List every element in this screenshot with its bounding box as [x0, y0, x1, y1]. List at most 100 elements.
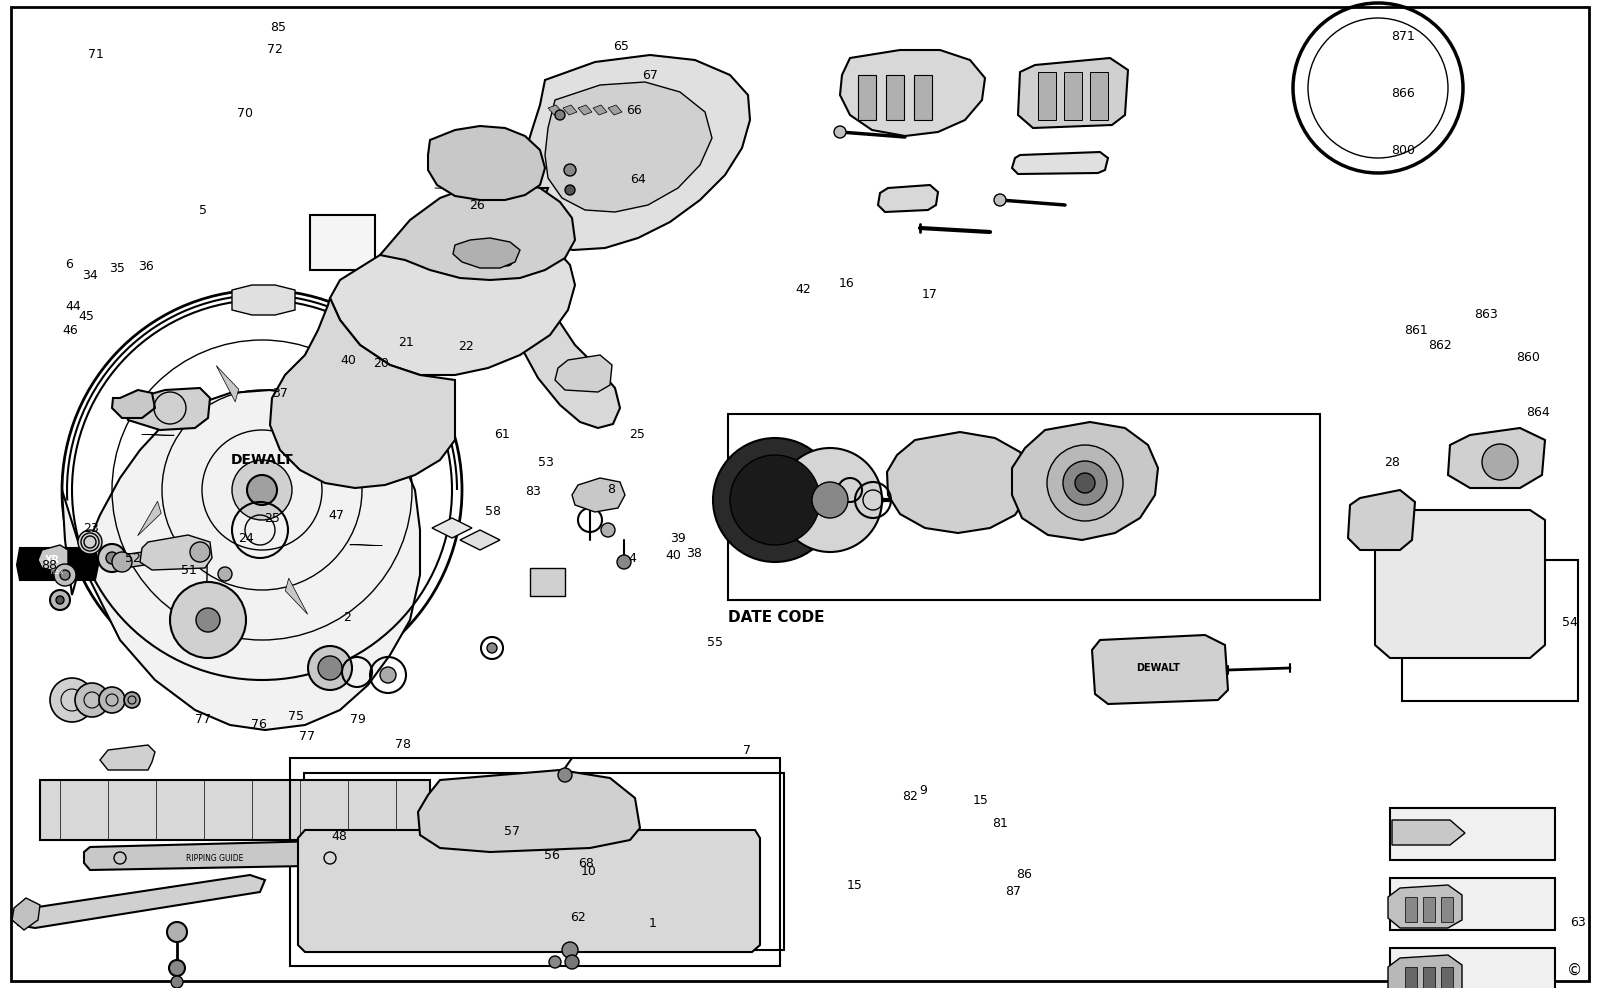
Polygon shape — [1392, 820, 1466, 845]
Polygon shape — [125, 388, 210, 430]
Text: 56: 56 — [544, 849, 560, 863]
Text: DEWALT: DEWALT — [230, 453, 293, 467]
Text: DATE CODE: DATE CODE — [728, 610, 824, 625]
Polygon shape — [13, 898, 40, 930]
Text: 860: 860 — [1517, 351, 1539, 365]
Ellipse shape — [994, 194, 1006, 206]
Ellipse shape — [778, 448, 882, 552]
Polygon shape — [1374, 510, 1546, 658]
Ellipse shape — [558, 768, 573, 782]
Polygon shape — [350, 544, 382, 545]
Text: 866: 866 — [1392, 87, 1414, 101]
Ellipse shape — [565, 955, 579, 969]
Text: 83: 83 — [525, 484, 541, 498]
Ellipse shape — [565, 185, 574, 195]
Text: 862: 862 — [1429, 339, 1451, 353]
Polygon shape — [461, 530, 499, 550]
Text: 7: 7 — [742, 744, 752, 758]
Text: 4: 4 — [629, 551, 635, 565]
Polygon shape — [112, 390, 155, 418]
Text: 40: 40 — [341, 354, 357, 368]
Ellipse shape — [50, 590, 70, 610]
Ellipse shape — [195, 608, 221, 632]
Text: 85: 85 — [270, 21, 286, 35]
Ellipse shape — [170, 960, 186, 976]
Text: FLEX: FLEX — [50, 569, 64, 574]
Bar — [1442, 967, 1453, 988]
Polygon shape — [1448, 428, 1546, 488]
Ellipse shape — [99, 687, 125, 713]
Text: 871: 871 — [1392, 30, 1414, 43]
Text: 34: 34 — [82, 269, 98, 283]
Ellipse shape — [1075, 473, 1094, 493]
Text: 863: 863 — [1475, 307, 1498, 321]
Text: 8: 8 — [608, 482, 616, 496]
Text: 22: 22 — [458, 340, 474, 354]
Polygon shape — [546, 82, 712, 212]
Ellipse shape — [1046, 445, 1123, 521]
Ellipse shape — [232, 460, 291, 520]
Text: 77: 77 — [299, 729, 315, 743]
Polygon shape — [363, 445, 386, 479]
Text: 53: 53 — [538, 455, 554, 469]
Ellipse shape — [61, 570, 70, 580]
Bar — [1422, 967, 1435, 988]
Ellipse shape — [106, 552, 118, 564]
Ellipse shape — [602, 523, 614, 537]
Polygon shape — [1091, 635, 1229, 704]
Text: 72: 72 — [267, 42, 283, 56]
Polygon shape — [878, 185, 938, 212]
Text: 38: 38 — [686, 546, 702, 560]
Polygon shape — [506, 188, 621, 428]
Text: 63: 63 — [1570, 916, 1586, 930]
Text: 15: 15 — [973, 793, 989, 807]
Text: 15: 15 — [846, 878, 862, 892]
Text: 81: 81 — [992, 816, 1008, 830]
Text: 26: 26 — [469, 199, 485, 212]
Text: 61: 61 — [494, 428, 510, 442]
Text: 65: 65 — [613, 40, 629, 53]
Polygon shape — [270, 298, 454, 488]
Text: 25: 25 — [264, 512, 280, 526]
Ellipse shape — [563, 164, 576, 176]
Ellipse shape — [486, 643, 498, 653]
Text: ©: © — [1566, 962, 1582, 978]
Polygon shape — [840, 50, 986, 136]
Text: 78: 78 — [395, 738, 411, 752]
Bar — [1038, 72, 1056, 120]
Text: 82: 82 — [902, 789, 918, 803]
Polygon shape — [429, 126, 546, 200]
Text: 24: 24 — [238, 532, 254, 545]
Bar — [530, 568, 565, 596]
Ellipse shape — [54, 564, 77, 586]
Polygon shape — [285, 578, 307, 615]
Text: 800: 800 — [1392, 143, 1416, 157]
Polygon shape — [886, 432, 1030, 533]
Text: 861: 861 — [1405, 324, 1427, 338]
Ellipse shape — [618, 555, 630, 569]
Polygon shape — [141, 535, 211, 570]
Text: 46: 46 — [62, 324, 78, 338]
Text: 64: 64 — [630, 173, 646, 187]
Bar — [728, 414, 1320, 600]
Ellipse shape — [318, 656, 342, 680]
Ellipse shape — [56, 596, 64, 604]
Bar — [1090, 72, 1107, 120]
Ellipse shape — [730, 455, 819, 545]
Ellipse shape — [218, 567, 232, 581]
Bar — [310, 215, 374, 270]
Text: 36: 36 — [138, 260, 154, 274]
Bar — [290, 758, 781, 966]
Polygon shape — [555, 355, 611, 392]
Polygon shape — [381, 182, 574, 280]
Text: 51: 51 — [181, 563, 197, 577]
Bar — [1390, 808, 1555, 860]
Text: RIPPING GUIDE: RIPPING GUIDE — [186, 854, 243, 863]
Ellipse shape — [307, 646, 352, 690]
Ellipse shape — [562, 942, 578, 958]
Bar — [1422, 897, 1435, 922]
Text: 55: 55 — [707, 635, 723, 649]
Text: 79: 79 — [350, 712, 366, 726]
Ellipse shape — [246, 475, 277, 505]
Text: 86: 86 — [1016, 867, 1032, 881]
